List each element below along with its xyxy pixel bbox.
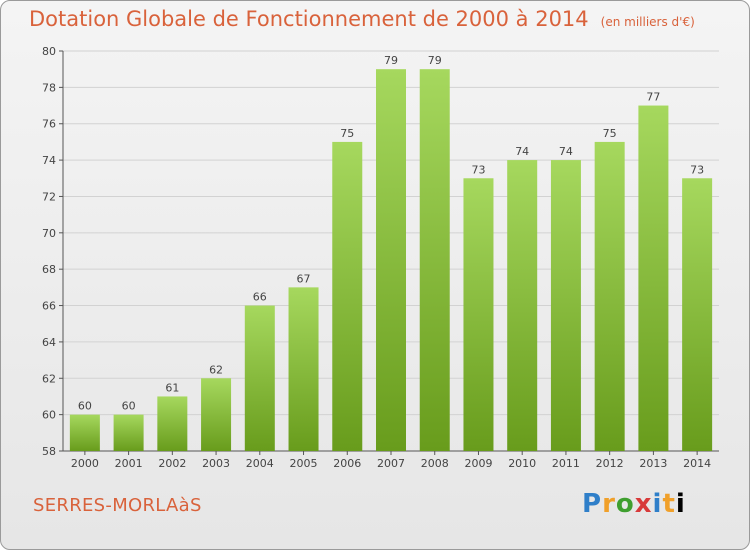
x-tick-label: 2007 [377, 457, 405, 470]
data-label: 75 [603, 127, 617, 140]
data-label: 77 [646, 91, 660, 104]
data-label: 60 [78, 400, 92, 413]
bar [463, 178, 494, 452]
x-tick-label: 2013 [639, 457, 667, 470]
x-tick-label: 2011 [552, 457, 580, 470]
proxiti-logo: Proxiti [582, 489, 686, 519]
data-label: 74 [515, 145, 529, 158]
bar [594, 141, 625, 451]
bar [288, 287, 319, 451]
data-label: 79 [428, 54, 442, 67]
x-tick-label: 2010 [508, 457, 536, 470]
data-label: 67 [297, 272, 311, 285]
chart-subtitle: (en milliers d'€) [600, 15, 695, 29]
chart-title: Dotation Globale de Fonctionnement de 20… [29, 7, 695, 31]
logo-letter: P [582, 489, 603, 519]
bar [157, 396, 188, 451]
y-tick-label: 64 [42, 336, 56, 349]
bar [201, 378, 232, 451]
bar [550, 160, 581, 451]
y-tick-label: 58 [42, 445, 56, 458]
logo-letter: i [652, 489, 663, 519]
data-label: 66 [253, 291, 267, 304]
logo-letter: o [615, 489, 635, 519]
y-tick-label: 74 [42, 154, 56, 167]
y-tick-label: 78 [42, 81, 56, 94]
x-tick-label: 2006 [333, 457, 361, 470]
logo-letter: i [675, 489, 686, 519]
data-label: 60 [122, 400, 136, 413]
y-tick-label: 66 [42, 300, 56, 313]
bar [244, 305, 275, 451]
data-labels: 60 60 61 62 66 67 75 79 79 73 74 74 75 77 73 [78, 54, 704, 412]
data-label: 73 [690, 163, 704, 176]
data-label: 79 [384, 54, 398, 67]
x-tick-label: 2008 [421, 457, 449, 470]
bars [69, 69, 713, 452]
data-label: 73 [471, 163, 485, 176]
x-tick-label: 2002 [158, 457, 186, 470]
commune-name: SERRES-MORLAàS [33, 495, 202, 516]
y-tick-label: 72 [42, 190, 56, 203]
bar [332, 141, 363, 451]
data-label: 61 [165, 381, 179, 394]
bar [113, 414, 144, 451]
x-tick-label: 2004 [246, 457, 274, 470]
bar [507, 160, 538, 451]
y-tick-label: 60 [42, 409, 56, 422]
y-tick-label: 68 [42, 263, 56, 276]
logo-letter: x [634, 489, 653, 519]
logo-letter: r [602, 489, 616, 519]
data-label: 75 [340, 127, 354, 140]
x-tick-label: 2003 [202, 457, 230, 470]
x-tick-labels: 2000 2001 2002 2003 2004 2005 2006 2007 2008 2009… [71, 457, 711, 470]
x-tick-label: 2009 [464, 457, 492, 470]
y-tick-label: 76 [42, 118, 56, 131]
bar [419, 69, 450, 451]
y-tick-label: 80 [42, 45, 56, 58]
data-label: 62 [209, 363, 223, 376]
x-tick-label: 2000 [71, 457, 99, 470]
bar [682, 178, 713, 452]
x-tick-label: 2012 [596, 457, 624, 470]
x-tick-label: 2005 [290, 457, 318, 470]
x-tick-label: 2014 [683, 457, 711, 470]
data-label: 74 [559, 145, 573, 158]
bar [69, 414, 100, 451]
y-tick-label: 62 [42, 372, 56, 385]
y-tick-labels: 58 60 62 64 66 68 70 72 74 76 78 80 [42, 45, 56, 458]
bar [376, 69, 406, 451]
y-tick-label: 70 [42, 227, 56, 240]
logo-letter: t [662, 489, 676, 519]
bar [638, 105, 669, 451]
x-tick-label: 2001 [115, 457, 143, 470]
chart-title-text: Dotation Globale de Fonctionnement de 20… [29, 7, 589, 31]
